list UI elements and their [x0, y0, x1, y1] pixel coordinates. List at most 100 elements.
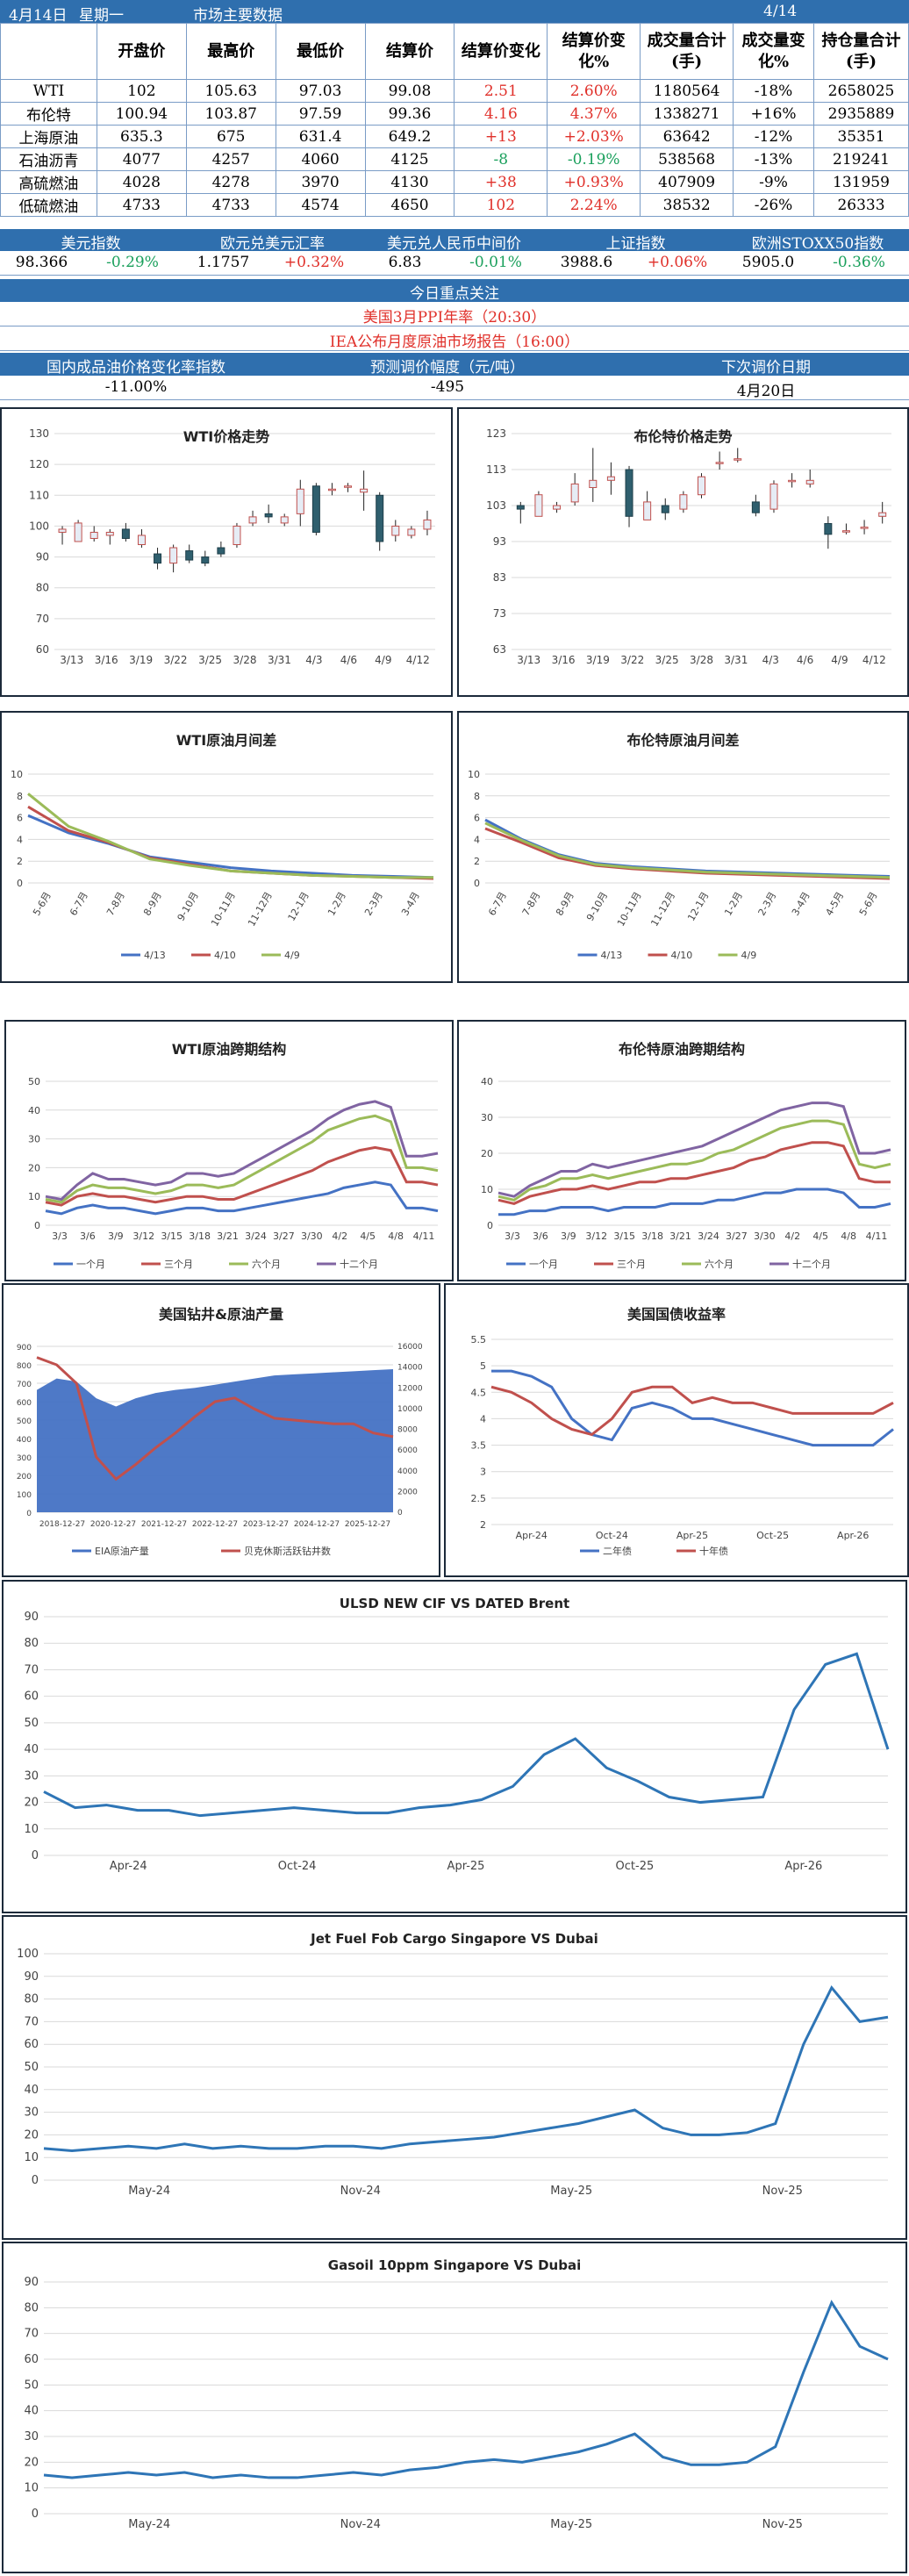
y-tick-label: 6 [17, 813, 23, 824]
x-tick-label: 3/30 [301, 1231, 323, 1242]
index-label: 欧元兑美元汇率 [220, 235, 325, 253]
y-tick-label: 90 [24, 2276, 39, 2289]
table-header-cell [0, 23, 97, 80]
y-tick-label: 100 [17, 1491, 32, 1500]
table-cell: -13% [733, 147, 814, 171]
x-tick-label: 2-3月 [362, 890, 385, 918]
x-tick-label: 3/31 [268, 654, 291, 666]
x-tick-label: 11-12月 [246, 890, 275, 929]
table-header-cell: 成交量合计(手) [640, 23, 734, 80]
x-tick-label: Oct-24 [278, 1860, 317, 1873]
candle-body [769, 483, 778, 510]
y-tick-label: 10 [468, 769, 480, 780]
y-tick-label: 600 [17, 1399, 32, 1408]
candle-body [824, 523, 833, 535]
x-tick-label: 4/8 [388, 1231, 404, 1242]
candle-body [264, 513, 273, 518]
table-cell: 石油沥青 [0, 147, 97, 171]
table-cell: 99.36 [364, 102, 455, 126]
chart-title: 布伦特价格走势 [633, 428, 733, 445]
index-values-row: 98.366 -0.29% 1.1757 +0.32% 6.83 -0.01% 3988.6… [0, 251, 909, 276]
x-tick-label: 4/3 [305, 654, 322, 666]
candle-body [570, 483, 579, 503]
y-tick-label: 60 [24, 1690, 39, 1704]
legend-label: 十二个月 [340, 1258, 378, 1270]
candle-body [311, 485, 320, 533]
series-line [43, 2300, 889, 2479]
table-cell: 407909 [640, 170, 734, 194]
chart-title: WTI价格走势 [183, 428, 270, 445]
x-tick-label: 1-2月 [326, 890, 348, 918]
index-label: 欧洲STOXX50指数 [751, 235, 884, 253]
candle-body [534, 494, 543, 517]
x-tick-label: 2022-12-27 [192, 1520, 238, 1529]
chart-title: Gasoil 10ppm Singapore VS Dubai [327, 2257, 582, 2273]
x-tick-label: 3/21 [669, 1231, 691, 1242]
table-cell: 4.37% [547, 102, 641, 126]
x-tick-label: 3/9 [561, 1231, 576, 1242]
domestic-label: 预测调价幅度（元/吨） [370, 359, 525, 377]
x-tick-label: Apr-25 [447, 1860, 485, 1873]
legend-label: 一个月 [529, 1259, 558, 1270]
domestic-values-row: -11.00% -495 4月20日 [0, 376, 909, 400]
table-cell: 4130 [364, 170, 455, 194]
x-tick-label: 3/3 [52, 1231, 68, 1242]
x-tick-label: Nov-24 [340, 2185, 381, 2198]
y-tick-label: 93 [493, 535, 506, 548]
x-tick-label: 3/19 [586, 654, 610, 666]
y-tick-label: 30 [24, 2106, 39, 2120]
table-cell: 38532 [640, 193, 734, 217]
x-tick-label: 3/9 [108, 1231, 124, 1242]
legend-label: 六个月 [705, 1259, 734, 1270]
x-tick-label: 3/15 [613, 1231, 635, 1242]
header-date-short: 4/14 [763, 3, 798, 20]
y-tick-label: 30 [481, 1112, 493, 1123]
y-tick-label: 8 [17, 791, 23, 802]
y-tick-label: 4 [17, 834, 23, 845]
x-tick-label: 3/6 [533, 1231, 548, 1242]
y-tick-label: 60 [24, 2038, 39, 2051]
y-tick-label: 40 [28, 1105, 40, 1116]
candle-body [89, 531, 98, 539]
x-tick-label: 3/27 [726, 1231, 748, 1242]
table-header-cell: 结算价 [364, 23, 455, 80]
x-tick-label: May-25 [550, 2518, 592, 2531]
table-row: 低硫燃油 4733 4733 4574 4650 102 2.24% 38532 -26% 263… [0, 193, 909, 217]
x-tick-label: Apr-26 [784, 1860, 822, 1873]
x-tick-label: 3/21 [217, 1231, 239, 1242]
y2-tick-label: 6000 [397, 1446, 418, 1455]
candle-body [137, 535, 146, 546]
x-tick-label: Oct-25 [616, 1860, 655, 1873]
x-tick-label: 11-12月 [648, 890, 677, 929]
table-body: WTI 102 105.63 97.03 99.08 2.51 2.60% 1180564 -1… [0, 79, 909, 217]
x-tick-label: 2-3月 [756, 890, 779, 918]
x-tick-label: 3/12 [132, 1231, 154, 1242]
y-tick-label: 70 [36, 613, 49, 625]
legend-label: 4/9 [741, 950, 757, 961]
table-cell: 103.87 [185, 102, 276, 126]
candle-body [788, 479, 797, 483]
candle-body [698, 476, 705, 496]
series-line [484, 822, 891, 879]
table-header-cell: 最低价 [275, 23, 366, 80]
y-tick-label: 30 [24, 2430, 39, 2443]
y-tick-label: 4 [474, 834, 480, 845]
legend-label: 4/13 [144, 950, 166, 961]
header-weekday: 星期一 [79, 7, 124, 25]
candle-body [248, 516, 257, 524]
focus-item: 美国3月PPI年率（20:30） [362, 309, 547, 326]
y-tick-label: 10 [24, 2151, 39, 2164]
table-cell: 1338271 [640, 102, 734, 126]
x-tick-label: Apr-24 [516, 1530, 548, 1541]
y2-tick-label: 12000 [397, 1384, 423, 1393]
chart-title: WTI原油跨期结构 [171, 1041, 287, 1058]
y-tick-label: 0 [26, 1510, 32, 1518]
legend-label: 三个月 [617, 1259, 646, 1270]
table-cell: -12% [733, 125, 814, 148]
y-tick-label: 90 [24, 1970, 39, 1984]
x-tick-label: 4/12 [406, 654, 430, 666]
y-tick-label: 100 [29, 520, 49, 532]
series-line [27, 793, 433, 879]
y-tick-label: 80 [24, 2301, 39, 2314]
series-line [491, 1369, 894, 1447]
